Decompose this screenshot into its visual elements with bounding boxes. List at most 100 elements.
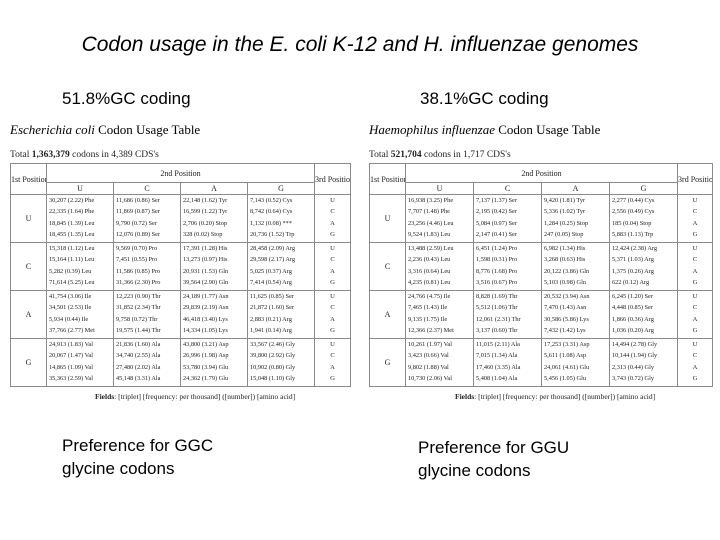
third-position-base: U: [330, 197, 335, 204]
right-table-label: Codon Usage Table: [498, 122, 601, 137]
codon-row: C 13,488 (2.59) Leu 2,236 (0.43) Leu 3,316 …: [369, 242, 714, 291]
codon-entry: 7,707 (1.48) Phe: [408, 208, 450, 216]
codon-entry: 7,470 (1.43) Asn: [544, 304, 587, 312]
codon-entry: 18,455 (1.35) Leu: [49, 231, 95, 239]
codon-cell: 22,148 (1.62) Tyr 16,599 (1.22) Tyr 2,706 …: [180, 194, 248, 243]
codon-cell: 14,494 (2.78) Gly 10,144 (1.94) Gly 2,313 …: [608, 338, 679, 387]
right-header-second: 2nd Position: [404, 163, 679, 183]
codon-entry: 5,336 (1.02) Tyr: [544, 208, 586, 216]
codon-entry: 5,282 (0.39) Leu: [49, 267, 92, 275]
third-position-base: U: [692, 197, 698, 204]
first-position-base: C: [10, 242, 47, 291]
left-total-cds: 4,389: [111, 150, 133, 160]
codon-entry: 2,277 (0.44) Cys: [612, 197, 655, 204]
codon-entry: 7,465 (1.43) Ile: [408, 304, 448, 312]
third-position-base: G: [330, 279, 335, 287]
right-total-line: Total 521,704 codons in 1,717 CDS's: [369, 150, 511, 160]
codon-entry: 4,448 (0.85) Ser: [612, 304, 653, 312]
codon-cell: 33,567 (2.46) Gly 39,800 (2.92) Gly 10,902…: [246, 338, 316, 387]
right-header-base: A: [541, 182, 610, 195]
left-gc-label: 51.8%GC coding: [62, 89, 191, 108]
left-fields-text: : [triplet] [frequency: per thousand] ([…: [114, 392, 296, 401]
right-fields-legend: Fields: [triplet] [frequency: per thousa…: [455, 392, 655, 401]
third-position-base: G: [330, 231, 335, 239]
right-organism-name: Haemophilus influenzae: [369, 122, 496, 137]
codon-entry: 2,147 (0.41) Ser: [476, 231, 517, 239]
codon-cell: 8,828 (1.69) Thr 5,512 (1.06) Thr 12,061 (…: [473, 290, 542, 339]
right-total-cds: 1,717: [463, 150, 485, 160]
codon-entry: 34,740 (2.55) Ala: [116, 352, 161, 360]
right-total-suffix: CDS's: [486, 150, 511, 160]
codon-entry: 5,371 (1.03) Arg: [612, 256, 654, 264]
codon-entry: 9,790 (0.72) Ser: [116, 219, 157, 227]
codon-entry: 2,556 (0.49) Cys: [612, 208, 655, 216]
codon-entry: 3,516 (0.67) Pro: [476, 279, 518, 287]
codon-cell: 20,532 (3.94) Asn 7,470 (1.43) Asn 30,586 …: [541, 290, 610, 339]
codon-entry: 20,122 (3.86) Gln: [544, 267, 590, 275]
codon-entry: 247 (0.05) Stop: [544, 231, 584, 239]
codon-entry: 13,273 (0.97) His: [183, 256, 228, 264]
codon-entry: 29,598 (2.17) Arg: [250, 256, 296, 264]
codon-entry: 21,872 (1.60) Ser: [250, 304, 295, 312]
codon-entry: 22,335 (1.64) Phe: [49, 208, 95, 216]
left-preference-line: Preference for GGC: [62, 436, 214, 455]
right-header-first: 1st Position: [369, 163, 406, 195]
codon-entry: 10,261 (1.97) Val: [408, 341, 452, 348]
codon-entry: 20,067 (1.47) Val: [49, 352, 93, 360]
codon-entry: 5,456 (1.05) Glu: [544, 375, 586, 383]
codon-cell: 41,754 (3.06) Ile 34,501 (2.53) Ile 5,934 …: [46, 290, 114, 339]
right-fields-label: Fields: [455, 392, 475, 401]
codon-entry: 3,423 (0.66) Val: [408, 352, 449, 360]
codon-entry: 9,524 (1.83) Leu: [408, 231, 451, 239]
codon-entry: 18,845 (1.39) Leu: [49, 219, 95, 227]
codon-entry: 8,776 (1.68) Pro: [476, 267, 518, 275]
codon-entry: 15,164 (1.11) Leu: [49, 256, 95, 264]
codon-entry: 30,207 (2.22) Phe: [49, 197, 95, 204]
left-header-base: G: [246, 182, 316, 195]
right-fields-text: : [triplet] [frequency: per thousand] ([…: [474, 392, 656, 401]
codon-cell: 10,261 (1.97) Val 3,423 (0.66) Val 9,802 (…: [405, 338, 474, 387]
codon-entry: 33,567 (2.46) Gly: [250, 341, 296, 348]
codon-entry: 2,883 (0.21) Arg: [250, 315, 292, 323]
first-position-base: A: [10, 290, 47, 339]
codon-entry: 11,015 (2.11) Ala: [476, 341, 520, 348]
third-position-base: G: [330, 375, 335, 383]
first-position-base: G: [10, 338, 47, 387]
codon-entry: 20,736 (1.52) Trp: [250, 231, 295, 239]
first-position-base: G: [369, 338, 406, 387]
left-header-base: U: [46, 182, 114, 195]
codon-entry: 19,575 (1.44) Thr: [116, 327, 161, 335]
codon-cell: 15,318 (1.12) Leu 15,164 (1.11) Leu 5,282 …: [46, 242, 114, 291]
codon-row: G 10,261 (1.97) Val 3,423 (0.66) Val 9,802 …: [369, 338, 714, 387]
codon-cell: 2,277 (0.44) Cys 2,556 (0.49) Cys 185 (0.0…: [608, 194, 679, 243]
codon-entry: 1,598 (0.31) Pro: [476, 256, 518, 264]
codon-cell: 6,245 (1.20) Ser 4,448 (0.85) Ser 1,866 (0…: [608, 290, 679, 339]
codon-cell: 16,938 (3.25) Phe 7,707 (1.48) Phe 23,256 …: [405, 194, 474, 243]
codon-entry: 7,015 (1.34) Ala: [476, 352, 518, 360]
codon-row: C 15,318 (1.12) Leu 15,164 (1.11) Leu 5,282…: [10, 242, 352, 291]
third-position-base: A: [330, 267, 335, 275]
codon-row: A 24,766 (4.75) Ile 7,465 (1.43) Ile 9,135 …: [369, 290, 714, 339]
codon-entry: 17,460 (3.35) Ala: [476, 363, 521, 371]
codon-entry: 7,451 (0.55) Pro: [116, 256, 158, 264]
codon-entry: 39,800 (2.92) Gly: [250, 352, 296, 360]
codon-entry: 8,742 (0.64) Cys: [250, 208, 293, 216]
codon-entry: 1,375 (0.26) Arg: [612, 267, 654, 275]
codon-entry: 328 (0.02) Stop: [183, 231, 223, 239]
codon-entry: 3,268 (0.63) His: [544, 256, 586, 264]
codon-entry: 26,996 (1.98) Asp: [183, 352, 229, 360]
right-table-title: Haemophilus influenzae Codon Usage Table: [369, 122, 600, 138]
third-position-base: A: [692, 315, 698, 323]
right-codon-table: 1st Position 2nd Position 3rd Position U…: [369, 163, 714, 387]
codon-entry: 4,235 (0.81) Leu: [408, 279, 451, 287]
third-position-base: A: [692, 363, 698, 371]
right-header-base: U: [405, 182, 474, 195]
codon-entry: 14,865 (1.09) Val: [49, 363, 93, 371]
left-table-label: Codon Usage Table: [98, 122, 201, 137]
third-position-base: G: [692, 279, 698, 287]
codon-cell: 11,625 (0.85) Ser 21,872 (1.60) Ser 2,883 …: [246, 290, 316, 339]
codon-cell: 7,137 (1.37) Ser 2,195 (0.42) Ser 5,084 (0…: [473, 194, 542, 243]
